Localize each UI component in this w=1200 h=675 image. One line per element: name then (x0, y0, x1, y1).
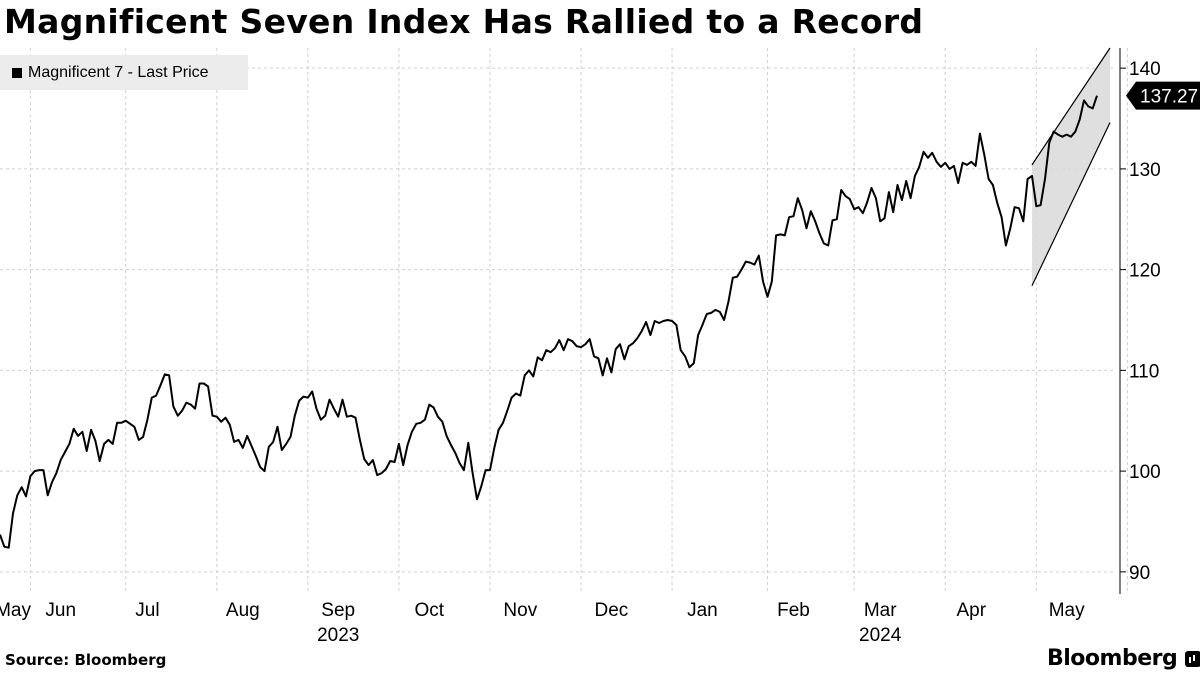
x-tick-label-jun-1: Jun (45, 600, 76, 621)
trend-channel-lower-line (1031, 122, 1111, 287)
y-tick-label-110: 110 (1129, 361, 1159, 382)
x-tick-label-sep-4: Sep (321, 600, 355, 621)
x-tick-label-oct-5: Oct (414, 600, 444, 621)
x-tick-label-dec-7: Dec (594, 600, 628, 621)
y-tick-label-130: 130 (1129, 160, 1161, 181)
y-tick-label-140: 140 (1129, 59, 1161, 80)
x-tick-label-may-0: May (0, 600, 31, 621)
chart-title: Magnificent Seven Index Has Rallied to a… (4, 2, 924, 41)
legend-entry-label: Magnificent 7 - Last Price (28, 63, 209, 81)
legend: Magnificent 7 - Last Price (0, 55, 248, 90)
brand-logo: Bloomberg (1047, 646, 1200, 671)
bloomberg-terminal-icon (1185, 650, 1200, 667)
y-axis: 90 100 110 120 130 140 (1119, 48, 1161, 594)
x-tick-label-feb-9: Feb (777, 600, 810, 621)
x-tick-label-jan-8: Jan (687, 600, 718, 621)
trend-channel-upper-line (1031, 47, 1111, 166)
trend-channel-band (1031, 48, 1111, 286)
y-tick-label-90: 90 (1129, 563, 1150, 584)
x-tick-label-apr-11: Apr (956, 600, 986, 621)
x-tick-label-aug-3: Aug (226, 600, 260, 621)
x-year-label-2023: 2023 (317, 625, 359, 646)
y-gridlines (0, 67, 1113, 573)
series-line-magnificent-7 (0, 95, 1098, 549)
x-tick-label-jul-2: Jul (135, 600, 159, 621)
x-year-label-2024: 2024 (859, 625, 902, 646)
last-price-tag (1126, 81, 1200, 110)
brand-wordmark: Bloomberg (1047, 646, 1178, 671)
y-tick-label-120: 120 (1129, 261, 1161, 282)
x-tick-label-nov-6: Nov (503, 600, 537, 621)
x-gridlines (29, 48, 1128, 592)
x-tick-label-mar-10: Mar (864, 600, 897, 621)
legend-swatch-icon (12, 67, 22, 78)
y-tick-label-100: 100 (1129, 462, 1161, 483)
last-price-value: 137.27 (1140, 87, 1198, 108)
source-note: Source: Bloomberg (5, 651, 167, 669)
last-price-label: 137.27 (1126, 81, 1200, 110)
x-axis: May Jun Jul Aug Sep Oct Nov Dec Jan Feb Mar Apr May 2… (0, 600, 1085, 646)
x-tick-label-may-12: May (1049, 600, 1085, 621)
